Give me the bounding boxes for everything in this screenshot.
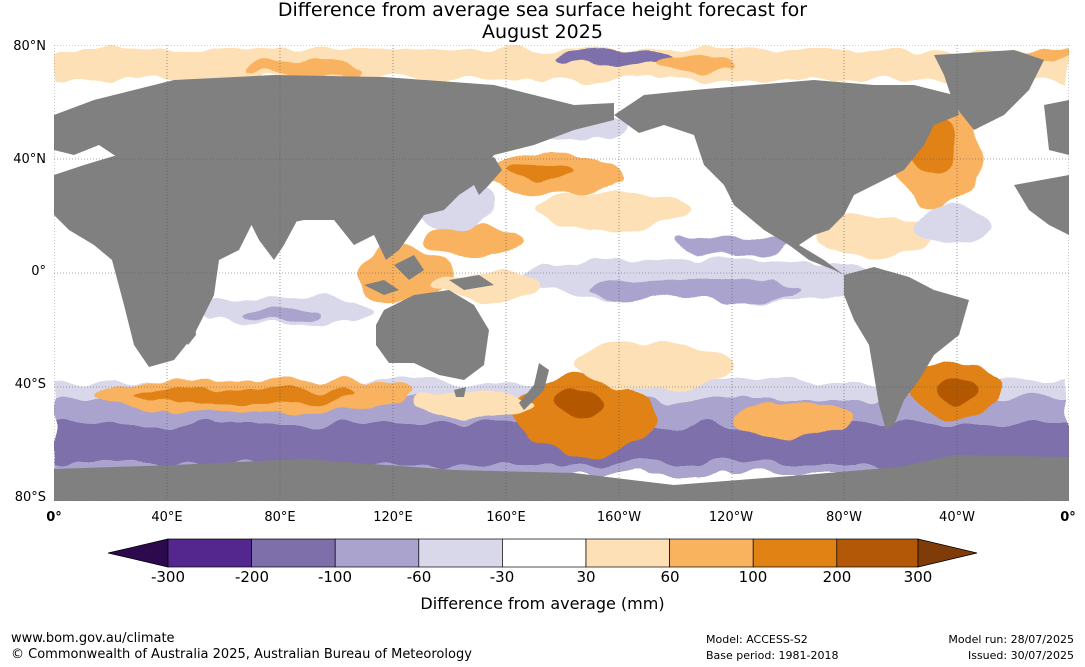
colorbar-tick-minus60: -60 [406, 568, 432, 586]
colorbar-tick-60: 60 [660, 568, 680, 586]
colorbar-segment-9 [836, 538, 919, 568]
colorbar-segment-1 [167, 538, 252, 568]
colorbar-high-arrow [917, 538, 978, 568]
colorbar-segment-3 [334, 538, 420, 568]
lon-label-40w: 40°W [939, 510, 975, 525]
lat-label-40s: 40°S [14, 377, 46, 392]
footer-url: www.bom.gov.au/climate [11, 631, 175, 646]
colorbar-tick-30: 30 [576, 568, 596, 586]
colorbar-segment-7 [669, 538, 754, 568]
graticule [54, 45, 1069, 501]
map-title-line2: August 2025 [482, 21, 603, 43]
lat-label-80s: 80°S [14, 490, 46, 505]
colorbar-segment-2 [251, 538, 336, 568]
lon-label-0-east: 0° [1060, 510, 1076, 525]
lon-label-80w: 80°W [826, 510, 862, 525]
colorbar-tick-minus300: -300 [150, 568, 186, 586]
colorbar-segment-8 [752, 538, 838, 568]
colorbar-segment-4 [418, 538, 503, 568]
footer-copyright: © Commonwealth of Australia 2025, Austra… [11, 647, 472, 662]
lon-label-0-west: 0° [46, 510, 62, 525]
sea-level-anomaly-map [54, 45, 1069, 501]
colorbar-tick-200: 200 [822, 568, 852, 586]
colorbar-title: Difference from average (mm) [420, 594, 665, 613]
colorbar-tick-300: 300 [903, 568, 933, 586]
land-masses [54, 50, 1069, 501]
lat-label-0: 0° [31, 264, 46, 279]
colorbar-segment-6 [585, 538, 670, 568]
lon-label-80e: 80°E [264, 510, 296, 525]
lon-label-120e: 120°E [373, 510, 413, 525]
footer-model-run: Model run: 28/07/2025 [948, 633, 1074, 646]
colorbar-tick-100: 100 [738, 568, 768, 586]
footer-base-period: Base period: 1981-2018 [706, 649, 839, 662]
lon-label-160e: 160°E [486, 510, 526, 525]
colorbar-tick-minus200: -200 [234, 568, 270, 586]
colorbar-low-arrow [108, 538, 169, 568]
colorbar-tick-minus100: -100 [317, 568, 353, 586]
footer-model: Model: ACCESS-S2 [706, 633, 808, 646]
lon-label-40e: 40°E [151, 510, 183, 525]
footer-issued: Issued: 30/07/2025 [967, 649, 1074, 662]
colorbar-segment-5 [502, 538, 587, 568]
lon-label-160w: 160°W [596, 510, 642, 525]
map-title-line1: Difference from average sea surface heig… [277, 0, 808, 21]
colorbar-tick-minus30: -30 [489, 568, 515, 586]
colorbar [108, 538, 978, 568]
lat-label-40n: 40°N [13, 152, 46, 167]
lon-label-120w: 120°W [708, 510, 754, 525]
lat-label-80n: 80°N [13, 39, 46, 54]
